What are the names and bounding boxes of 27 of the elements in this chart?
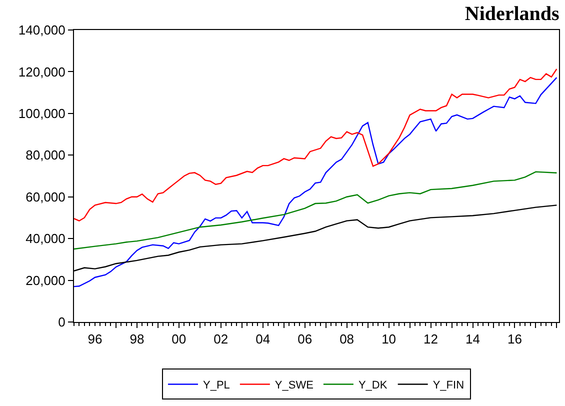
x-tick-label: 14	[466, 332, 480, 347]
y-tick-label: 0	[58, 314, 66, 330]
x-tick-label: 12	[424, 332, 438, 347]
y-tick-label: 140,000	[18, 22, 66, 38]
legend-label: Y_FIN	[432, 380, 464, 392]
line-series	[74, 68, 558, 222]
legend-label: Y_SWE	[274, 380, 314, 392]
y-tick-label: 80,000	[26, 148, 66, 163]
legend-label: Y_DK	[358, 380, 388, 392]
legend-label: Y_PL	[203, 380, 230, 392]
x-tick-label: 10	[382, 332, 396, 347]
y-tick-label: 20,000	[26, 272, 66, 288]
chart-title: Niderlands	[464, 3, 560, 26]
x-tick-label: 08	[340, 332, 354, 347]
y-tick-label: 120,000	[18, 64, 66, 80]
x-tick-label: 98	[130, 332, 144, 347]
x-tick-label: 00	[172, 332, 186, 347]
x-tick-label: 96	[88, 332, 102, 347]
line-series	[74, 76, 558, 288]
y-tick-label: 60,000	[26, 189, 66, 204]
x-tick-label: 06	[298, 332, 312, 347]
line-series	[74, 171, 558, 250]
y-tick-label: 40,000	[26, 231, 66, 246]
y-tick-label: 100,000	[18, 106, 66, 121]
x-tick-label: 04	[256, 332, 270, 347]
x-tick-label: 02	[214, 332, 228, 347]
x-tick-label: 16	[507, 332, 522, 347]
